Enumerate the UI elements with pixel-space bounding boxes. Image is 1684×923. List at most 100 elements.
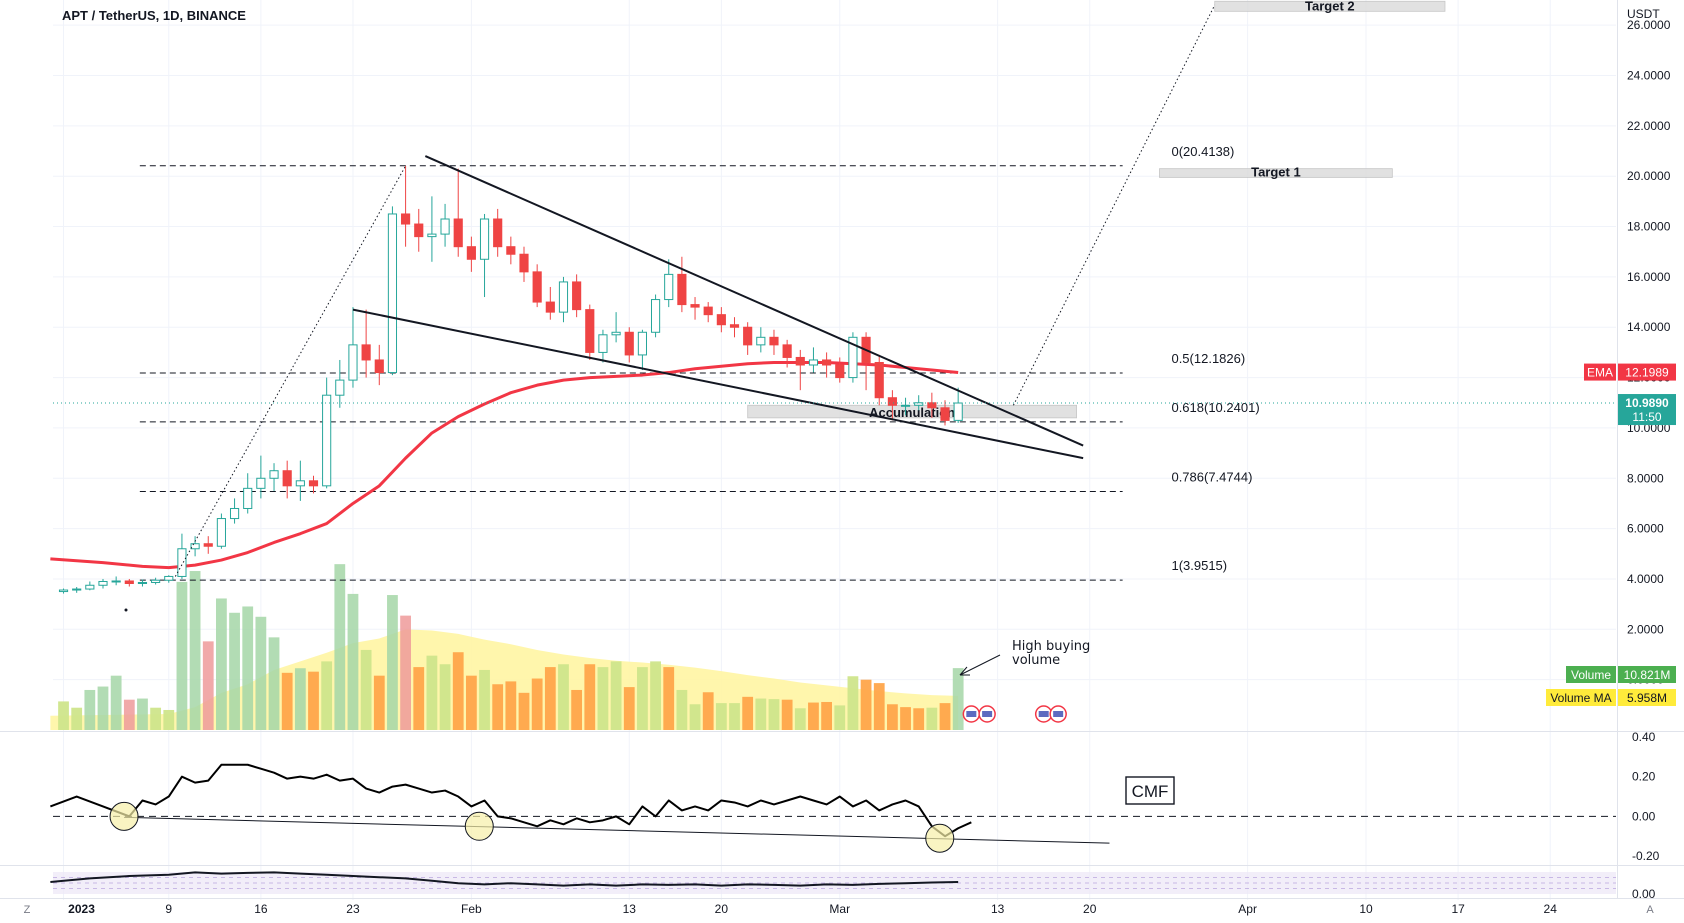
currency-label: USDT — [1627, 7, 1660, 21]
fib-level-label: 0.786(7.4744) — [1171, 470, 1252, 485]
cmf-highlight-circle — [925, 823, 955, 853]
auto-scale-left-label: Z — [24, 904, 31, 916]
projection-line — [1012, 4, 1216, 406]
event-flag-icon-inner — [1038, 711, 1049, 717]
candle-body — [506, 246, 516, 255]
trendlines — [124, 4, 1216, 676]
volume-bar — [58, 701, 69, 730]
volume-bar — [294, 668, 306, 730]
volume-bar — [84, 689, 96, 730]
volume-bar — [637, 667, 648, 730]
candle-body — [85, 584, 95, 590]
ema-tag-name-bg — [1584, 363, 1616, 381]
volume-bar — [189, 571, 201, 730]
volume-bar — [781, 699, 793, 730]
volume-bar — [347, 593, 359, 730]
candle-body — [414, 223, 424, 238]
volume-bar — [794, 708, 806, 730]
cmf-tick-label: 0.40 — [1632, 730, 1656, 744]
volume-bar — [715, 703, 727, 730]
auto-scale-right-label: A — [1646, 904, 1654, 916]
candle-body — [716, 314, 726, 326]
volume-ma-tag-value: 5.958M — [1627, 691, 1667, 705]
event-flag-icon-inner — [1053, 711, 1064, 717]
candle-body — [164, 575, 174, 581]
cmf-label-box — [1125, 776, 1175, 805]
event-flag-icon-inner — [966, 711, 977, 717]
time-tick-label: 2023 — [68, 902, 95, 916]
volume-bar — [479, 669, 490, 730]
zone-box — [1159, 168, 1393, 178]
cmf-highlight-circle — [464, 811, 494, 841]
fib-level-label: 0.5(12.1826) — [1171, 351, 1245, 366]
volume-bar — [150, 707, 162, 730]
time-tick-label: 9 — [165, 902, 172, 916]
volume-tag-value-bg — [1618, 666, 1676, 683]
candle-body — [295, 480, 305, 487]
time-tick-label: 20 — [1083, 902, 1097, 916]
volume-bar — [518, 692, 530, 730]
candle-body — [822, 359, 832, 366]
annotation-arrowhead — [959, 666, 970, 676]
candle-body — [782, 344, 792, 358]
candle-body — [953, 402, 963, 421]
volume-bar — [729, 703, 740, 730]
volume-bar — [873, 683, 885, 730]
candle-body — [769, 336, 779, 346]
volume-bar — [426, 655, 438, 730]
volume-bar — [755, 698, 767, 730]
cmf-tick-label: -0.20 — [1632, 849, 1660, 863]
volume-bar — [913, 708, 925, 730]
candle-body — [493, 218, 503, 248]
volume-bar — [373, 675, 385, 730]
volume-bar — [216, 598, 227, 730]
candle-body — [927, 402, 937, 409]
price-axis: 26.0000 24.0000 22.0000 20.0000 18.0000 16.00… — [1627, 18, 1671, 901]
wedge-lower-trendline — [352, 308, 1084, 460]
volume-bar — [400, 615, 411, 730]
last-price-tag-bg — [1618, 394, 1676, 426]
candle-body — [151, 579, 161, 583]
volume-bar — [952, 668, 964, 730]
zone-label: Target 1 — [1251, 164, 1301, 179]
volume-bar — [281, 672, 293, 730]
price-tick-label: 24.0000 — [1627, 69, 1671, 83]
cmf-tick-label: 0.00 — [1632, 809, 1656, 823]
volume-bar — [689, 704, 701, 730]
candle-body — [269, 470, 279, 479]
auto-scale-left-button[interactable] — [10, 901, 26, 917]
volume-bar — [137, 698, 148, 730]
zone-label: Accumulation — [869, 405, 955, 420]
volume-bar — [939, 703, 951, 730]
candle-body — [795, 356, 805, 366]
price-tick-label: 2.0000 — [1627, 622, 1664, 636]
volume-bar — [571, 689, 583, 730]
fib-level-label: 0.618(10.2401) — [1171, 400, 1259, 415]
auto-scale-right-button[interactable] — [1640, 901, 1656, 917]
candlestick-series — [58, 165, 963, 594]
candle-body — [650, 299, 661, 333]
marker-dot — [124, 608, 128, 612]
last-price-countdown: 11:50 — [1632, 410, 1661, 424]
volume-bar — [768, 699, 780, 730]
candle-body — [887, 397, 897, 406]
volume-bar — [610, 661, 622, 730]
volume-bar — [163, 709, 175, 730]
candle-body — [98, 580, 108, 586]
candle-body — [848, 336, 858, 379]
volume-bar — [597, 667, 609, 730]
volume-bar — [650, 661, 661, 730]
time-tick-label: 13 — [991, 902, 1005, 916]
candle-body — [690, 304, 700, 308]
ema-tag-value-bg — [1618, 363, 1676, 381]
volume-annotation-line-1: High buying — [1012, 639, 1090, 654]
volume-bar — [176, 581, 188, 730]
last-price-value: 10.9890 — [1625, 396, 1669, 410]
volume-ma-tag-name: Volume MA — [1550, 691, 1611, 705]
volume-bar — [242, 606, 254, 730]
ema-tag-value: 12.1989 — [1625, 366, 1669, 380]
candle-body — [401, 213, 411, 225]
cmf-pane — [50, 763, 1616, 853]
candle-body — [598, 334, 608, 353]
